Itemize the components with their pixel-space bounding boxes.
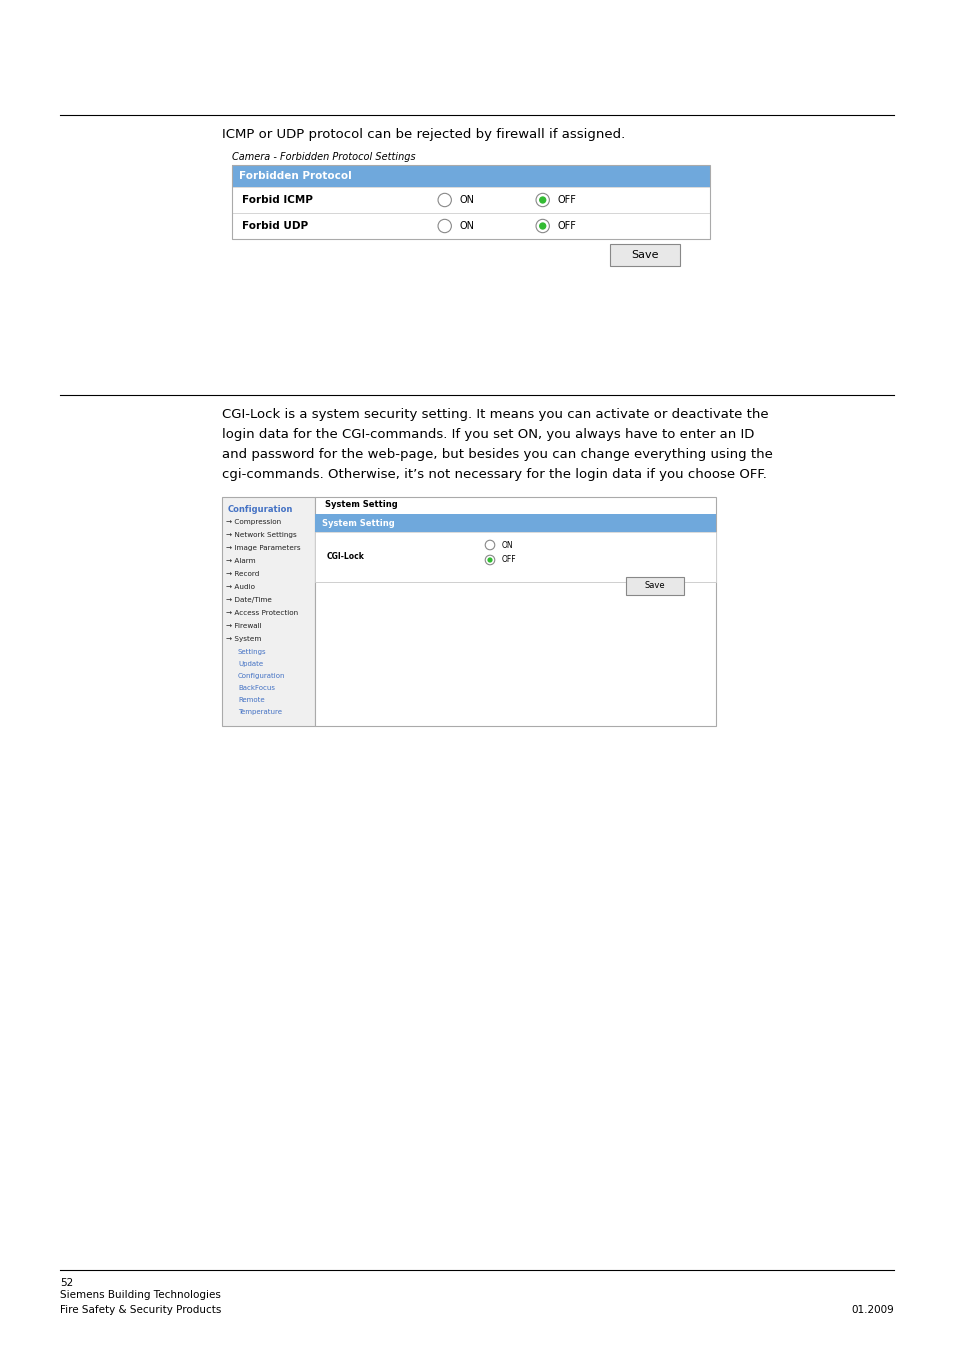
Text: ICMP or UDP protocol can be rejected by firewall if assigned.: ICMP or UDP protocol can be rejected by … bbox=[222, 128, 624, 140]
Text: ON: ON bbox=[501, 540, 513, 549]
FancyBboxPatch shape bbox=[232, 213, 709, 239]
Text: → Firewall: → Firewall bbox=[226, 622, 261, 629]
Text: Forbid ICMP: Forbid ICMP bbox=[241, 194, 312, 205]
Text: ON: ON bbox=[459, 221, 475, 231]
Text: OFF: OFF bbox=[558, 194, 577, 205]
Text: Remote: Remote bbox=[237, 697, 264, 703]
Text: 01.2009: 01.2009 bbox=[850, 1305, 893, 1315]
Text: → Record: → Record bbox=[226, 571, 259, 576]
Text: → Image Parameters: → Image Parameters bbox=[226, 545, 300, 551]
FancyBboxPatch shape bbox=[232, 165, 709, 188]
Text: Save: Save bbox=[644, 582, 664, 590]
Text: ON: ON bbox=[459, 194, 475, 205]
Ellipse shape bbox=[538, 196, 546, 204]
Text: CGI-Lock: CGI-Lock bbox=[326, 552, 364, 562]
Text: Forbidden Protocol: Forbidden Protocol bbox=[238, 171, 351, 181]
Text: System Setting: System Setting bbox=[325, 500, 397, 509]
Text: → Date/Time: → Date/Time bbox=[226, 597, 272, 603]
Text: → Compression: → Compression bbox=[226, 518, 281, 525]
Text: → Alarm: → Alarm bbox=[226, 558, 255, 564]
Text: and password for the web-page, but besides you can change everything using the: and password for the web-page, but besid… bbox=[222, 448, 772, 460]
Text: → Access Protection: → Access Protection bbox=[226, 610, 297, 616]
Text: Update: Update bbox=[237, 662, 263, 667]
Text: Configuration: Configuration bbox=[228, 505, 294, 514]
FancyBboxPatch shape bbox=[232, 188, 709, 213]
Text: OFF: OFF bbox=[558, 221, 577, 231]
Text: Fire Safety & Security Products: Fire Safety & Security Products bbox=[60, 1305, 221, 1315]
Text: → Audio: → Audio bbox=[226, 585, 254, 590]
Text: 52: 52 bbox=[60, 1278, 73, 1288]
Text: Configuration: Configuration bbox=[237, 674, 285, 679]
FancyBboxPatch shape bbox=[314, 497, 716, 726]
Text: cgi-commands. Otherwise, it’s not necessary for the login data if you choose OFF: cgi-commands. Otherwise, it’s not necess… bbox=[222, 468, 766, 481]
FancyBboxPatch shape bbox=[314, 514, 716, 532]
Text: CGI-Lock is a system security setting. It means you can activate or deactivate t: CGI-Lock is a system security setting. I… bbox=[222, 408, 768, 421]
Text: Camera - Forbidden Protocol Settings: Camera - Forbidden Protocol Settings bbox=[232, 153, 416, 162]
Text: Siemens Building Technologies: Siemens Building Technologies bbox=[60, 1291, 221, 1300]
FancyBboxPatch shape bbox=[609, 244, 679, 266]
FancyBboxPatch shape bbox=[625, 576, 683, 595]
FancyBboxPatch shape bbox=[222, 497, 314, 726]
Text: BackFocus: BackFocus bbox=[237, 684, 274, 691]
Text: → Network Settings: → Network Settings bbox=[226, 532, 296, 539]
Text: OFF: OFF bbox=[501, 555, 516, 564]
Text: Forbid UDP: Forbid UDP bbox=[241, 221, 307, 231]
Text: System Setting: System Setting bbox=[321, 518, 394, 528]
Text: Temperature: Temperature bbox=[237, 709, 282, 716]
Text: Save: Save bbox=[631, 250, 659, 261]
Ellipse shape bbox=[487, 558, 492, 563]
Ellipse shape bbox=[538, 223, 546, 230]
Text: Settings: Settings bbox=[237, 649, 266, 655]
Text: → System: → System bbox=[226, 636, 261, 643]
FancyBboxPatch shape bbox=[314, 532, 716, 582]
Text: login data for the CGI-commands. If you set ON, you always have to enter an ID: login data for the CGI-commands. If you … bbox=[222, 428, 754, 441]
